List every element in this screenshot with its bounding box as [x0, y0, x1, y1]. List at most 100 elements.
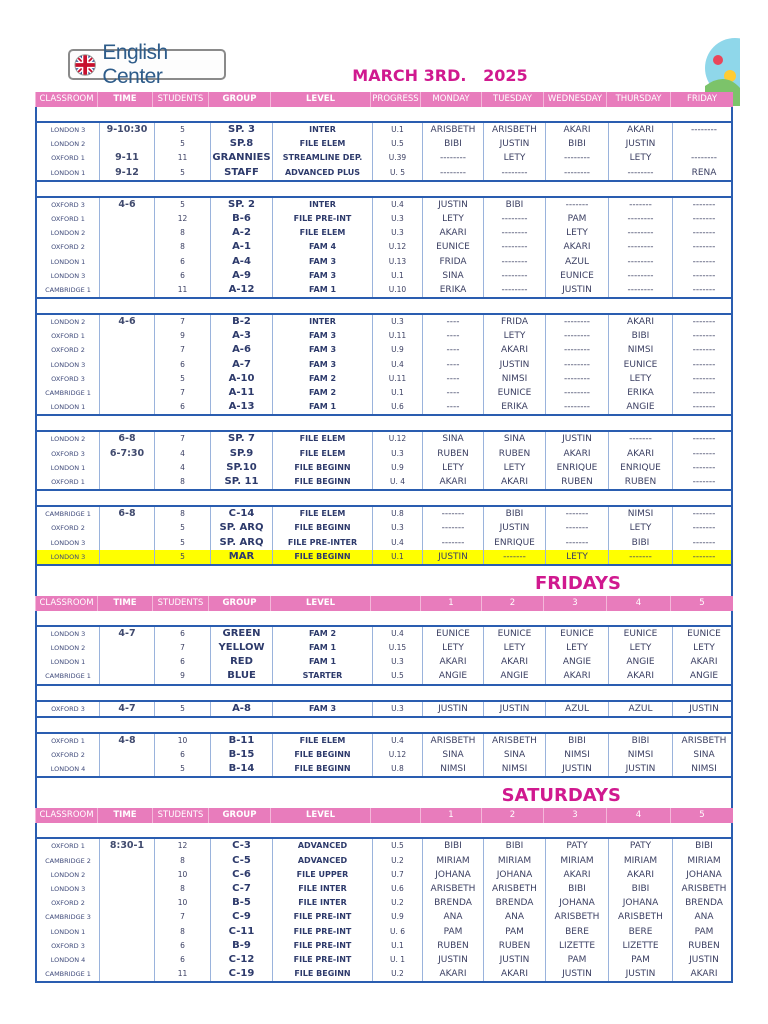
cell: EUNICE	[672, 626, 735, 642]
cell: JUSTIN	[483, 137, 545, 152]
cell: AKARI	[608, 123, 672, 138]
class-row: CAMBRIDGE 1 11 C-19 FILE BEGINN U.2 AKARI AKAR…	[37, 967, 731, 982]
cell: BIBI	[483, 839, 545, 854]
cell: PATY	[608, 839, 672, 854]
cell: CAMBRIDGE 1	[45, 285, 91, 294]
cell: AKARI	[483, 474, 545, 490]
header-cell: MONDAY	[420, 92, 481, 107]
cell: -------	[672, 432, 735, 447]
cell	[99, 357, 154, 372]
cell: OXFORD 3	[51, 941, 85, 950]
cell: -------	[672, 507, 735, 522]
cell: -------	[672, 386, 735, 401]
cell: AZUL	[545, 701, 608, 716]
cell: U.12	[372, 748, 422, 763]
section-title: FRIDAYS	[534, 572, 621, 594]
header-cell: TIME	[97, 595, 152, 611]
cell: JOHANA	[422, 867, 483, 882]
cell: FILE ELEM	[272, 446, 372, 461]
cell: SINA	[422, 268, 483, 283]
cell: JOHANA	[545, 896, 608, 911]
cell: GREEN	[210, 626, 272, 642]
header-cell: TUESDAY	[481, 92, 543, 107]
cell: NIMSI	[422, 762, 483, 777]
cell: U. 5	[372, 165, 422, 180]
cell: FAM 1	[272, 400, 372, 415]
cell: ARISBETH	[422, 733, 483, 748]
cell: U.3	[372, 446, 422, 461]
class-row: OXFORD 1 12 B-6 FILE PRE-INT U.3 LETY --------…	[37, 211, 731, 227]
cell: NIMSI	[608, 343, 672, 358]
cell	[99, 343, 154, 358]
cell: MAR	[210, 549, 272, 564]
cell: RUBEN	[608, 474, 672, 490]
class-row: LONDON 2 8 A-2 FILE ELEM U.3 AKARI -------- LET…	[37, 226, 731, 241]
cell: 9-11	[99, 151, 154, 166]
cell: 6-7:30	[99, 446, 154, 461]
cell: FILE BEGINN	[272, 748, 372, 763]
class-row: CAMBRIDGE 1 9 BLUE STARTER U.5 ANGIE ANGIE AKAR…	[37, 669, 731, 684]
cell: U.39	[372, 151, 422, 166]
cell: ----	[422, 386, 483, 401]
cell: FILE ELEM	[272, 507, 372, 522]
cell	[99, 762, 154, 777]
cell: JOHANA	[483, 867, 545, 882]
cell: AZUL	[608, 701, 672, 716]
cell: -------	[672, 211, 735, 227]
cell: U.5	[372, 669, 422, 684]
cell: --------	[483, 268, 545, 283]
class-block: OXFORD 3 4-6 5 SP. 2 INTER U.4 JUSTIN BIBI -----…	[35, 195, 733, 300]
cell: ARISBETH	[672, 733, 735, 748]
cell: 7	[154, 315, 210, 330]
class-row: OXFORD 3 4-6 5 SP. 2 INTER U.4 JUSTIN BIBI -----…	[37, 197, 731, 212]
cell: ARISBETH	[483, 733, 545, 748]
cell: OXFORD 1	[51, 332, 85, 341]
cell: LETY	[608, 371, 672, 386]
cell: 7	[154, 910, 210, 925]
cell: BIBI	[672, 839, 735, 854]
cell: LONDON 2	[50, 870, 86, 879]
cell: 8:30-1	[99, 839, 154, 854]
spacer	[35, 107, 733, 121]
cell: FILE ELEM	[272, 733, 372, 748]
cell: 10	[154, 896, 210, 911]
cell: LONDON 3	[50, 360, 86, 369]
cell: ----	[422, 315, 483, 330]
cell: AKARI	[608, 315, 672, 330]
spacer	[35, 610, 733, 625]
cell: 5	[154, 137, 210, 152]
cell: LONDON 3	[50, 126, 86, 134]
class-row: CAMBRIDGE 2 8 C-5 ADVANCED U.2 MIRIAM MIRIAM MI…	[37, 853, 731, 868]
header-cell: GROUP	[208, 595, 270, 611]
cell: OXFORD 2	[51, 899, 85, 908]
cell: BIBI	[483, 197, 545, 212]
class-block: OXFORD 1 4-8 10 B-11 FILE ELEM U.4 ARISBETH ARI…	[35, 731, 735, 779]
cell: BIBI	[545, 137, 608, 152]
header-cell: WEDNESDAY	[543, 92, 606, 107]
cell: ARISBETH	[545, 910, 608, 925]
cell: FILE PRE-INT	[272, 952, 372, 968]
cell: MIRIAM	[608, 853, 672, 868]
cell: LETY	[483, 151, 545, 166]
cell: ANGIE	[545, 655, 608, 670]
cell: U.3	[372, 226, 422, 241]
cell: LONDON 3	[50, 884, 86, 893]
cell: RUBEN	[483, 938, 545, 953]
cell: ANGIE	[608, 400, 672, 415]
cell: 9-10:30	[99, 123, 154, 138]
cell: OXFORD 2	[51, 751, 85, 759]
class-row: LONDON 3 9-10:30 5 SP. 3 INTER U.1 ARISBETH ARI…	[37, 123, 731, 138]
cell: B-6	[210, 211, 272, 227]
cell: SP.10	[210, 460, 272, 475]
cell: 6	[154, 952, 210, 968]
cell: U.11	[372, 371, 422, 386]
cell: OXFORD 1	[51, 842, 85, 851]
cell	[99, 748, 154, 763]
cell	[99, 521, 154, 536]
class-row: OXFORD 3 5 A-10 FAM 2 U.11 ---- NIMSI -------- L…	[37, 371, 731, 386]
cell: 11	[154, 282, 210, 298]
cell: AKARI	[422, 474, 483, 490]
class-row: OXFORD 1 9 A-3 FAM 3 U.11 ---- LETY -------- BIB…	[37, 329, 731, 344]
cell: 6	[154, 400, 210, 415]
cell: BIBI	[608, 881, 672, 897]
